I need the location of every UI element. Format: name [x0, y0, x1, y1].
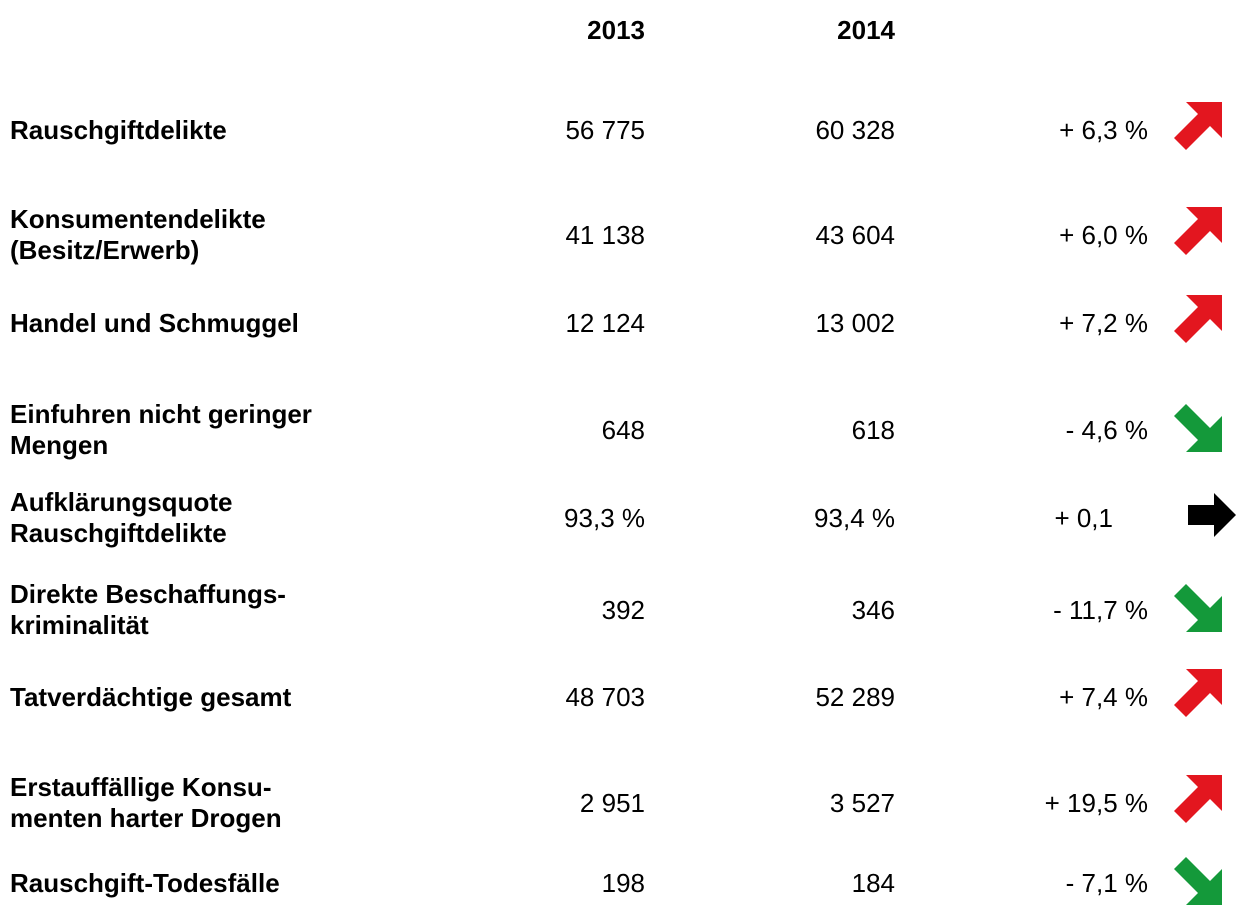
trend-arrow — [1174, 584, 1222, 632]
row-label: Handel und Schmuggel — [10, 307, 299, 338]
row-label: Einfuhren nicht geringer — [10, 399, 312, 429]
cell: 12 124 — [565, 307, 645, 338]
cell: + 0,1 — [1054, 502, 1113, 533]
cell: 3 527 — [829, 787, 895, 818]
cell: + 7,4 % — [1059, 681, 1148, 712]
row-label: menten harter Drogen — [10, 803, 282, 833]
trend-arrow — [1174, 775, 1222, 823]
row-label: Aufklärungsquote — [10, 487, 233, 517]
cell: 618 — [851, 414, 895, 445]
row-label: Rauschgift-Todesfälle — [10, 867, 280, 898]
trend-arrow — [1188, 493, 1236, 537]
cell: - 7,1 % — [1065, 867, 1148, 898]
cell: 43 604 — [815, 219, 895, 250]
row-label: Tatverdächtige gesamt — [10, 681, 292, 712]
trend-arrow — [1174, 404, 1222, 452]
row-label: Mengen — [10, 430, 109, 460]
cell: + 6,3 % — [1059, 114, 1148, 145]
trend-arrow — [1174, 102, 1222, 150]
cell: + 19,5 % — [1044, 787, 1148, 818]
row-label: (Besitz/Erwerb) — [10, 235, 200, 265]
cell: + 6,0 % — [1059, 219, 1148, 250]
row-label: Konsumentendelikte — [10, 204, 266, 234]
cell: 392 — [601, 594, 645, 625]
trend-arrow — [1174, 207, 1222, 255]
cell: 60 328 — [815, 114, 895, 145]
trend-arrow — [1174, 669, 1222, 717]
column-header: 2013 — [587, 15, 645, 45]
row-label: Erstauffällige Konsu- — [10, 772, 272, 802]
row-label: kriminalität — [10, 610, 149, 640]
cell: - 11,7 % — [1053, 594, 1148, 625]
cell: 52 289 — [815, 681, 895, 712]
cell: 13 002 — [815, 307, 895, 338]
column-header: 2014 — [837, 15, 895, 45]
cell: 41 138 — [565, 219, 645, 250]
cell: 48 703 — [565, 681, 645, 712]
row-label: Rauschgiftdelikte — [10, 114, 227, 145]
cell: 198 — [601, 867, 645, 898]
row-label: Direkte Beschaffungs- — [10, 579, 286, 609]
cell: + 7,2 % — [1059, 307, 1148, 338]
trend-arrow — [1174, 857, 1222, 905]
cell: 2 951 — [579, 787, 645, 818]
cell: 93,4 % — [814, 502, 895, 533]
cell: 648 — [601, 414, 645, 445]
cell: 56 775 — [565, 114, 645, 145]
trend-arrow — [1174, 295, 1222, 343]
cell: 184 — [851, 867, 895, 898]
row-label: Rauschgiftdelikte — [10, 518, 227, 548]
cell: - 4,6 % — [1065, 414, 1148, 445]
cell: 93,3 % — [564, 502, 645, 533]
cell: 346 — [851, 594, 895, 625]
